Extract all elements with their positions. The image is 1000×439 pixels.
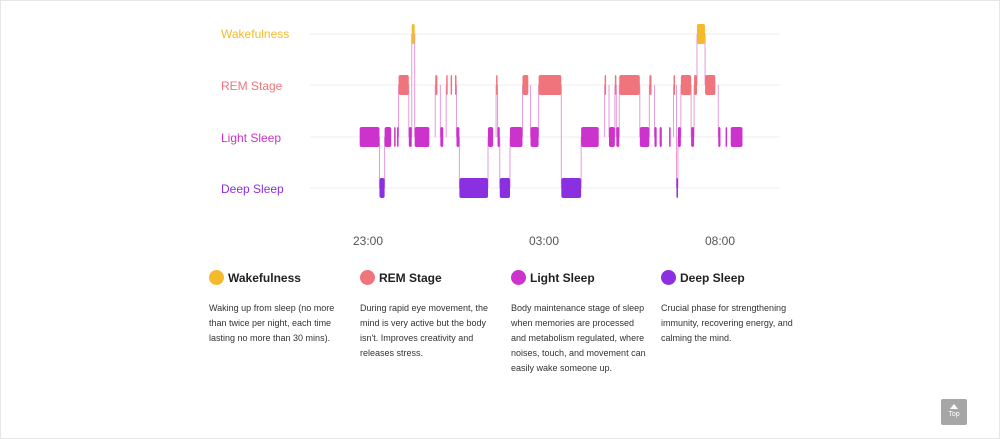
deep-sleep-dot-icon xyxy=(661,270,676,285)
sleep-stage-segment xyxy=(538,75,562,95)
sleep-stage-segment xyxy=(440,127,444,147)
legend-name: Wakefulness xyxy=(228,271,301,285)
sleep-stage-segment xyxy=(359,127,380,147)
sleep-stage-segment xyxy=(446,75,448,95)
sleep-stage-segment xyxy=(680,75,692,95)
sleep-stage-segment xyxy=(697,24,706,44)
sleep-stage-segment xyxy=(725,127,728,147)
sleep-stage-segment xyxy=(581,127,599,147)
sleep-stage-segment xyxy=(730,127,743,147)
arrow-up-icon xyxy=(950,404,958,409)
sleep-stage-segment xyxy=(604,75,607,95)
sleep-stage-segment xyxy=(397,127,399,147)
stage-label-light: Light Sleep xyxy=(221,131,282,145)
sleep-stage-segment xyxy=(677,127,681,147)
back-to-top-label: Top xyxy=(948,411,960,418)
sleep-stage-segment xyxy=(619,75,640,95)
wakefulness-dot-icon xyxy=(209,270,224,285)
legend-name: Light Sleep xyxy=(530,271,595,285)
stage-label-wakefulness: Wakefulness xyxy=(221,27,290,41)
sleep-stage-segment xyxy=(609,127,615,147)
sleep-stage-segment xyxy=(455,75,457,95)
sleep-stage-segment xyxy=(654,127,657,147)
sleep-stage-segment xyxy=(510,127,523,147)
sleep-stage-segment xyxy=(488,127,494,147)
sleep-stage-segment xyxy=(676,178,678,198)
sleep-stage-segment xyxy=(669,127,671,147)
sleep-stage-segment xyxy=(435,75,438,95)
x-tick-label: 08:00 xyxy=(705,234,736,248)
sleep-stage-segment xyxy=(398,75,409,95)
x-tick-label: 03:00 xyxy=(529,234,560,248)
sleep-stage-segment xyxy=(639,127,650,147)
rem-dot-icon xyxy=(360,270,375,285)
legend-description: Crucial phase for strengthening immunity… xyxy=(661,303,793,343)
sleep-stage-segment xyxy=(705,75,716,95)
legend-name: Deep Sleep xyxy=(680,271,745,285)
sleep-stage-segment xyxy=(561,178,582,198)
sleep-stage-segment xyxy=(673,75,676,95)
sleep-stage-segment xyxy=(497,127,500,147)
legend-name: REM Stage xyxy=(379,271,442,285)
legend-description: During rapid eye movement, the mind is v… xyxy=(360,303,489,358)
sleep-stage-segment xyxy=(394,127,396,147)
hypnogram-chart xyxy=(310,24,780,198)
sleep-stage-segment xyxy=(718,127,721,147)
sleep-stage-segment xyxy=(456,127,460,147)
stage-label-rem: REM Stage xyxy=(221,79,283,93)
sleep-stage-segment xyxy=(450,75,453,95)
sleep-stage-segment xyxy=(614,75,617,95)
x-tick-label: 23:00 xyxy=(353,234,384,248)
sleep-stage-segment xyxy=(691,127,695,147)
sleep-stage-segment xyxy=(379,178,385,198)
sleep-stage-segment xyxy=(414,127,430,147)
sleep-stage-segment xyxy=(499,178,510,198)
sleep-stage-segment xyxy=(459,178,488,198)
sleep-stage-segment xyxy=(649,75,652,95)
legend-description: Body maintenance stage of sleep when mem… xyxy=(511,303,646,373)
sleep-stage-segment xyxy=(384,127,392,147)
sleep-stage-segment xyxy=(694,75,697,95)
sleep-stage-segment xyxy=(659,127,662,147)
light-sleep-dot-icon xyxy=(511,270,526,285)
sleep-stage-segment xyxy=(496,75,498,95)
sleep-stage-segment xyxy=(522,75,529,95)
sleep-stage-segment xyxy=(530,127,539,147)
sleep-stage-segment xyxy=(408,127,412,147)
sleep-stage-segment xyxy=(411,24,415,44)
legend-description: Waking up from sleep (no more than twice… xyxy=(209,303,335,343)
sleep-stage-segment xyxy=(616,127,620,147)
back-to-top-button[interactable]: Top xyxy=(941,399,967,425)
stage-label-deep: Deep Sleep xyxy=(221,182,284,196)
